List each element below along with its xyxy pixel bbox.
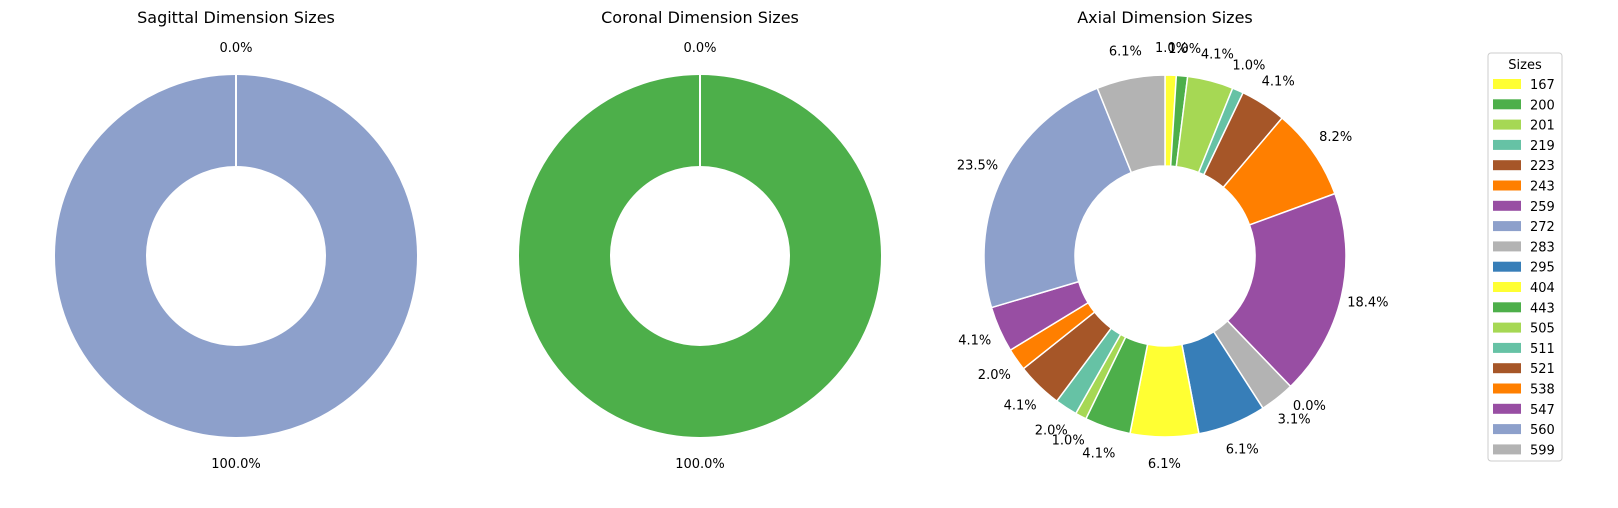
legend-item: 243 <box>1493 180 1555 195</box>
legend-swatch <box>1493 79 1521 89</box>
slice-label: 0.0% <box>683 41 716 56</box>
legend-swatch <box>1493 302 1521 313</box>
legend-swatch <box>1493 403 1521 414</box>
slice-label: 100.0% <box>211 457 261 472</box>
legend-swatch <box>1493 261 1521 272</box>
slice-label: 4.1% <box>1201 48 1234 63</box>
legend-box <box>1487 52 1563 462</box>
slice-label: 4.1% <box>1082 446 1115 461</box>
chart-title: Axial Dimension Sizes <box>1077 8 1253 27</box>
legend-swatch <box>1493 383 1521 394</box>
legend-swatch <box>1493 241 1521 252</box>
pie-slice <box>1096 74 1166 174</box>
legend-swatch <box>1493 99 1521 110</box>
legend-label: 521 <box>1530 362 1555 377</box>
slice-label: 4.1% <box>1262 74 1295 89</box>
legend: Sizes 167 200 201 219 223 243 259 272 283 295 404 4… <box>1487 52 1563 462</box>
legend-label: 272 <box>1530 220 1555 235</box>
legend-label: 443 <box>1530 301 1555 316</box>
legend-item: 521 <box>1493 362 1555 377</box>
legend-item: 547 <box>1493 403 1555 418</box>
legend-item: 505 <box>1493 322 1555 337</box>
chart-title: Coronal Dimension Sizes <box>601 8 799 27</box>
pie-chart: Coronal Dimension Sizes 0.0% 100.0% <box>519 8 881 472</box>
legend-label: 219 <box>1530 139 1555 154</box>
slice-label: 6.1% <box>1109 45 1142 60</box>
slice-label: 6.1% <box>1148 457 1181 472</box>
legend-swatch <box>1493 119 1521 130</box>
legend-item: 201 <box>1493 119 1555 134</box>
chart-title: Sagittal Dimension Sizes <box>137 8 335 27</box>
legend-swatch <box>1493 160 1521 171</box>
legend-swatch <box>1493 180 1521 191</box>
legend-label: 259 <box>1530 200 1555 215</box>
slice-label: 0.0% <box>1293 399 1326 414</box>
slice-label: 1.0% <box>1168 42 1201 57</box>
slice-label: 1.0% <box>1052 433 1085 448</box>
legend-label: 538 <box>1530 383 1555 398</box>
legend-items: 167 200 201 219 223 243 259 272 283 295 404 443 505 5… <box>1493 78 1555 458</box>
legend-item: 223 <box>1493 159 1555 174</box>
legend-item: 560 <box>1493 423 1555 438</box>
slice-label: 3.1% <box>1278 412 1311 427</box>
slice-label: 0.0% <box>219 41 252 56</box>
legend-label: 505 <box>1530 322 1555 337</box>
legend-item: 259 <box>1493 200 1555 215</box>
slice-label: 1.0% <box>1155 41 1188 56</box>
legend-label: 167 <box>1530 78 1555 93</box>
legend-item: 404 <box>1493 281 1555 296</box>
legend-swatch <box>1493 139 1521 150</box>
legend-item: 511 <box>1493 342 1555 357</box>
legend-label: 223 <box>1530 159 1555 174</box>
legend-item: 283 <box>1493 240 1555 255</box>
slice-label: 6.1% <box>1226 442 1259 457</box>
pie-slice <box>1226 192 1347 388</box>
slice-label: 18.4% <box>1347 296 1388 311</box>
legend-item: 167 <box>1493 78 1555 93</box>
legend-swatch <box>1493 221 1521 232</box>
legend-item: 443 <box>1493 301 1555 316</box>
slice-label: 2.0% <box>1035 423 1068 438</box>
slice-label: 2.0% <box>978 368 1011 383</box>
slice-label: 23.5% <box>957 159 998 174</box>
slice-label: 100.0% <box>675 457 725 472</box>
legend-label: 599 <box>1530 443 1555 458</box>
legend-item: 538 <box>1493 383 1555 398</box>
legend-item: 599 <box>1493 443 1555 458</box>
legend-label: 283 <box>1530 240 1555 255</box>
legend-item: 219 <box>1493 139 1555 154</box>
pie-charts: Sagittal Dimension Sizes0.0%100.0%Corona… <box>55 8 1389 472</box>
legend-swatch <box>1493 200 1521 211</box>
legend-label: 243 <box>1530 180 1555 195</box>
slice-label: 8.2% <box>1319 130 1352 145</box>
legend-item: 200 <box>1493 98 1555 113</box>
legend-item: 272 <box>1493 220 1555 235</box>
legend-swatch <box>1493 444 1521 455</box>
pie-chart: Sagittal Dimension Sizes 0.0% 100.0% <box>55 8 417 472</box>
slice-label: 4.1% <box>958 333 991 348</box>
legend-swatch <box>1493 322 1521 333</box>
legend-label: 201 <box>1530 119 1555 134</box>
legend-item: 295 <box>1493 261 1555 276</box>
slice-label: 4.1% <box>1004 398 1037 413</box>
legend-label: 404 <box>1530 281 1555 296</box>
legend-label: 560 <box>1530 423 1555 438</box>
legend-label: 200 <box>1530 98 1555 113</box>
legend-title: Sizes <box>1508 58 1542 73</box>
legend-label: 295 <box>1530 261 1555 276</box>
legend-label: 511 <box>1530 342 1555 357</box>
legend-swatch <box>1493 363 1521 374</box>
legend-swatch <box>1493 342 1521 353</box>
legend-swatch <box>1493 282 1521 292</box>
slice-label: 1.0% <box>1232 58 1265 73</box>
legend-swatch <box>1493 424 1521 435</box>
legend-label: 547 <box>1530 403 1555 418</box>
pie-slice <box>983 87 1133 309</box>
